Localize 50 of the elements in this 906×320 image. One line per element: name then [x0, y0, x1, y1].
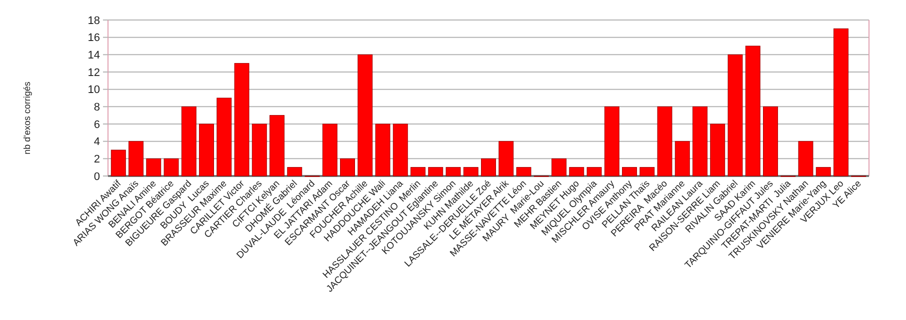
bar: [340, 158, 355, 176]
y-tick-label: 2: [94, 154, 100, 166]
bar: [146, 158, 162, 176]
bar: [816, 167, 831, 176]
bar: [358, 54, 373, 176]
bar: [270, 115, 284, 176]
y-axis-title: nb d'exos corrigés: [22, 81, 32, 154]
bar: [446, 167, 461, 176]
bar: [287, 167, 302, 176]
bar: [128, 141, 144, 176]
bar: [569, 167, 584, 176]
bar: [199, 124, 214, 176]
bar: [586, 167, 602, 176]
bar: [516, 167, 532, 176]
bar: [728, 54, 743, 176]
y-tick-label: 18: [88, 14, 100, 27]
bar: [181, 106, 196, 176]
bar: [463, 167, 478, 176]
bar: [622, 167, 637, 176]
bar: [710, 124, 726, 176]
bar: [604, 106, 620, 176]
bar: [692, 106, 708, 176]
y-tick-label: 4: [94, 136, 100, 148]
bar: [763, 106, 778, 176]
bar: [834, 28, 848, 176]
bar: [392, 124, 408, 176]
bar: [498, 141, 514, 176]
y-tick-label: 14: [88, 50, 100, 62]
bar: [252, 124, 267, 176]
bar: [640, 167, 655, 176]
bar: [110, 150, 126, 176]
bar: [234, 63, 250, 176]
y-tick-label: 12: [88, 66, 100, 79]
y-tick-label: 16: [88, 32, 100, 44]
bar: [410, 167, 426, 176]
bar: [674, 141, 690, 176]
bar: [428, 167, 444, 176]
y-tick-label: 6: [94, 118, 100, 131]
y-tick-label: 0: [94, 170, 100, 183]
bar: [216, 98, 232, 176]
bar: [745, 46, 760, 176]
bar: [798, 141, 814, 176]
bar: [164, 158, 179, 176]
bar: [481, 158, 496, 176]
bar: [552, 158, 566, 176]
bar: [657, 106, 672, 176]
bar: [322, 124, 338, 176]
bar: [375, 124, 390, 176]
y-tick-label: 8: [94, 102, 100, 114]
y-tick-label: 10: [88, 84, 100, 96]
